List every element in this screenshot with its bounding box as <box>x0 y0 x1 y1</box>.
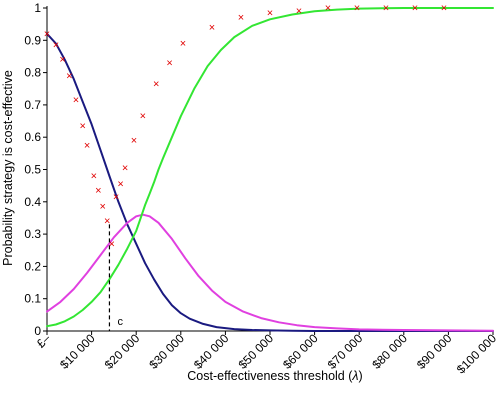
data-point-marker: × <box>238 12 244 24</box>
data-point-marker: × <box>267 7 273 19</box>
y-tick-label: 0.2 <box>24 259 41 273</box>
data-point-marker: × <box>296 6 302 18</box>
data-point-marker: × <box>122 162 128 174</box>
data-point-marker: × <box>53 40 59 52</box>
y-tick-label: 0.7 <box>24 98 41 112</box>
data-point-marker: × <box>325 3 331 15</box>
data-point-marker: × <box>113 191 119 203</box>
data-point-marker: × <box>95 185 101 197</box>
x-axis-title-suffix: ) <box>359 369 363 383</box>
annotation-layer: c <box>108 224 123 331</box>
annotation-label: c <box>117 316 123 328</box>
data-point-marker: × <box>108 238 114 250</box>
data-point-marker: × <box>66 70 72 82</box>
data-point-marker: × <box>383 3 389 15</box>
data-point-marker: × <box>140 111 146 123</box>
y-axis-title: Probability strategy is cost-effective <box>1 70 15 266</box>
y-tick-label: 0.3 <box>24 227 41 241</box>
series-line-decreasing <box>46 32 494 332</box>
x-tick-label: $70 000 <box>325 331 366 372</box>
y-tick-label: 0.8 <box>24 66 41 80</box>
data-point-marker: × <box>59 54 65 66</box>
data-point-marker: × <box>73 95 79 107</box>
data-point-marker: × <box>117 179 123 191</box>
data-point-marker: × <box>79 120 85 132</box>
x-tick-label: $60 000 <box>280 331 321 372</box>
data-point-marker: × <box>441 3 447 15</box>
x-tick-label: $100 000 <box>454 331 497 377</box>
data-point-marker: × <box>84 140 90 152</box>
x-tick-label: $80 000 <box>369 331 410 372</box>
x-axis-title: Cost-effectiveness threshold (λ) <box>187 369 362 383</box>
x-axis-title-text: Cost-effectiveness threshold ( <box>187 369 353 383</box>
y-tick-label: 1 <box>34 1 41 15</box>
data-point-marker: × <box>153 78 159 90</box>
x-tick-label: $20 000 <box>102 331 143 372</box>
x-tick-label: $90 000 <box>414 331 455 372</box>
data-point-marker: × <box>180 38 186 50</box>
data-point-marker: × <box>412 3 418 15</box>
data-point-marker: × <box>354 3 360 15</box>
y-tick-label: 0.5 <box>24 163 41 177</box>
x-tick-label: $10 000 <box>57 331 98 372</box>
marker-layer: ×××××××××××××××××××××× × × × × × × × <box>44 3 447 251</box>
series-line-peaked <box>46 213 494 332</box>
series-line-increasing <box>46 7 494 328</box>
x-tick-label: $30 000 <box>146 331 187 372</box>
y-tick-label: 0.9 <box>24 33 41 47</box>
data-point-marker: × <box>91 170 97 182</box>
series-layer <box>46 7 494 332</box>
data-point-marker: × <box>131 135 137 147</box>
y-tick-label: 0.1 <box>24 292 41 306</box>
data-point-marker: × <box>100 201 106 213</box>
data-point-marker: × <box>166 57 172 69</box>
y-tick-label: 0.4 <box>24 195 41 209</box>
x-tick-label: $40 000 <box>191 331 232 372</box>
x-axis-title-symbol: λ <box>351 369 358 383</box>
data-point-marker: × <box>104 216 110 228</box>
data-point-marker: × <box>44 28 50 40</box>
y-tick-label: 0.6 <box>24 130 41 144</box>
data-point-marker: × <box>209 22 215 34</box>
y-tick-label: 0 <box>34 324 41 338</box>
x-tick-label: $50 000 <box>236 331 277 372</box>
